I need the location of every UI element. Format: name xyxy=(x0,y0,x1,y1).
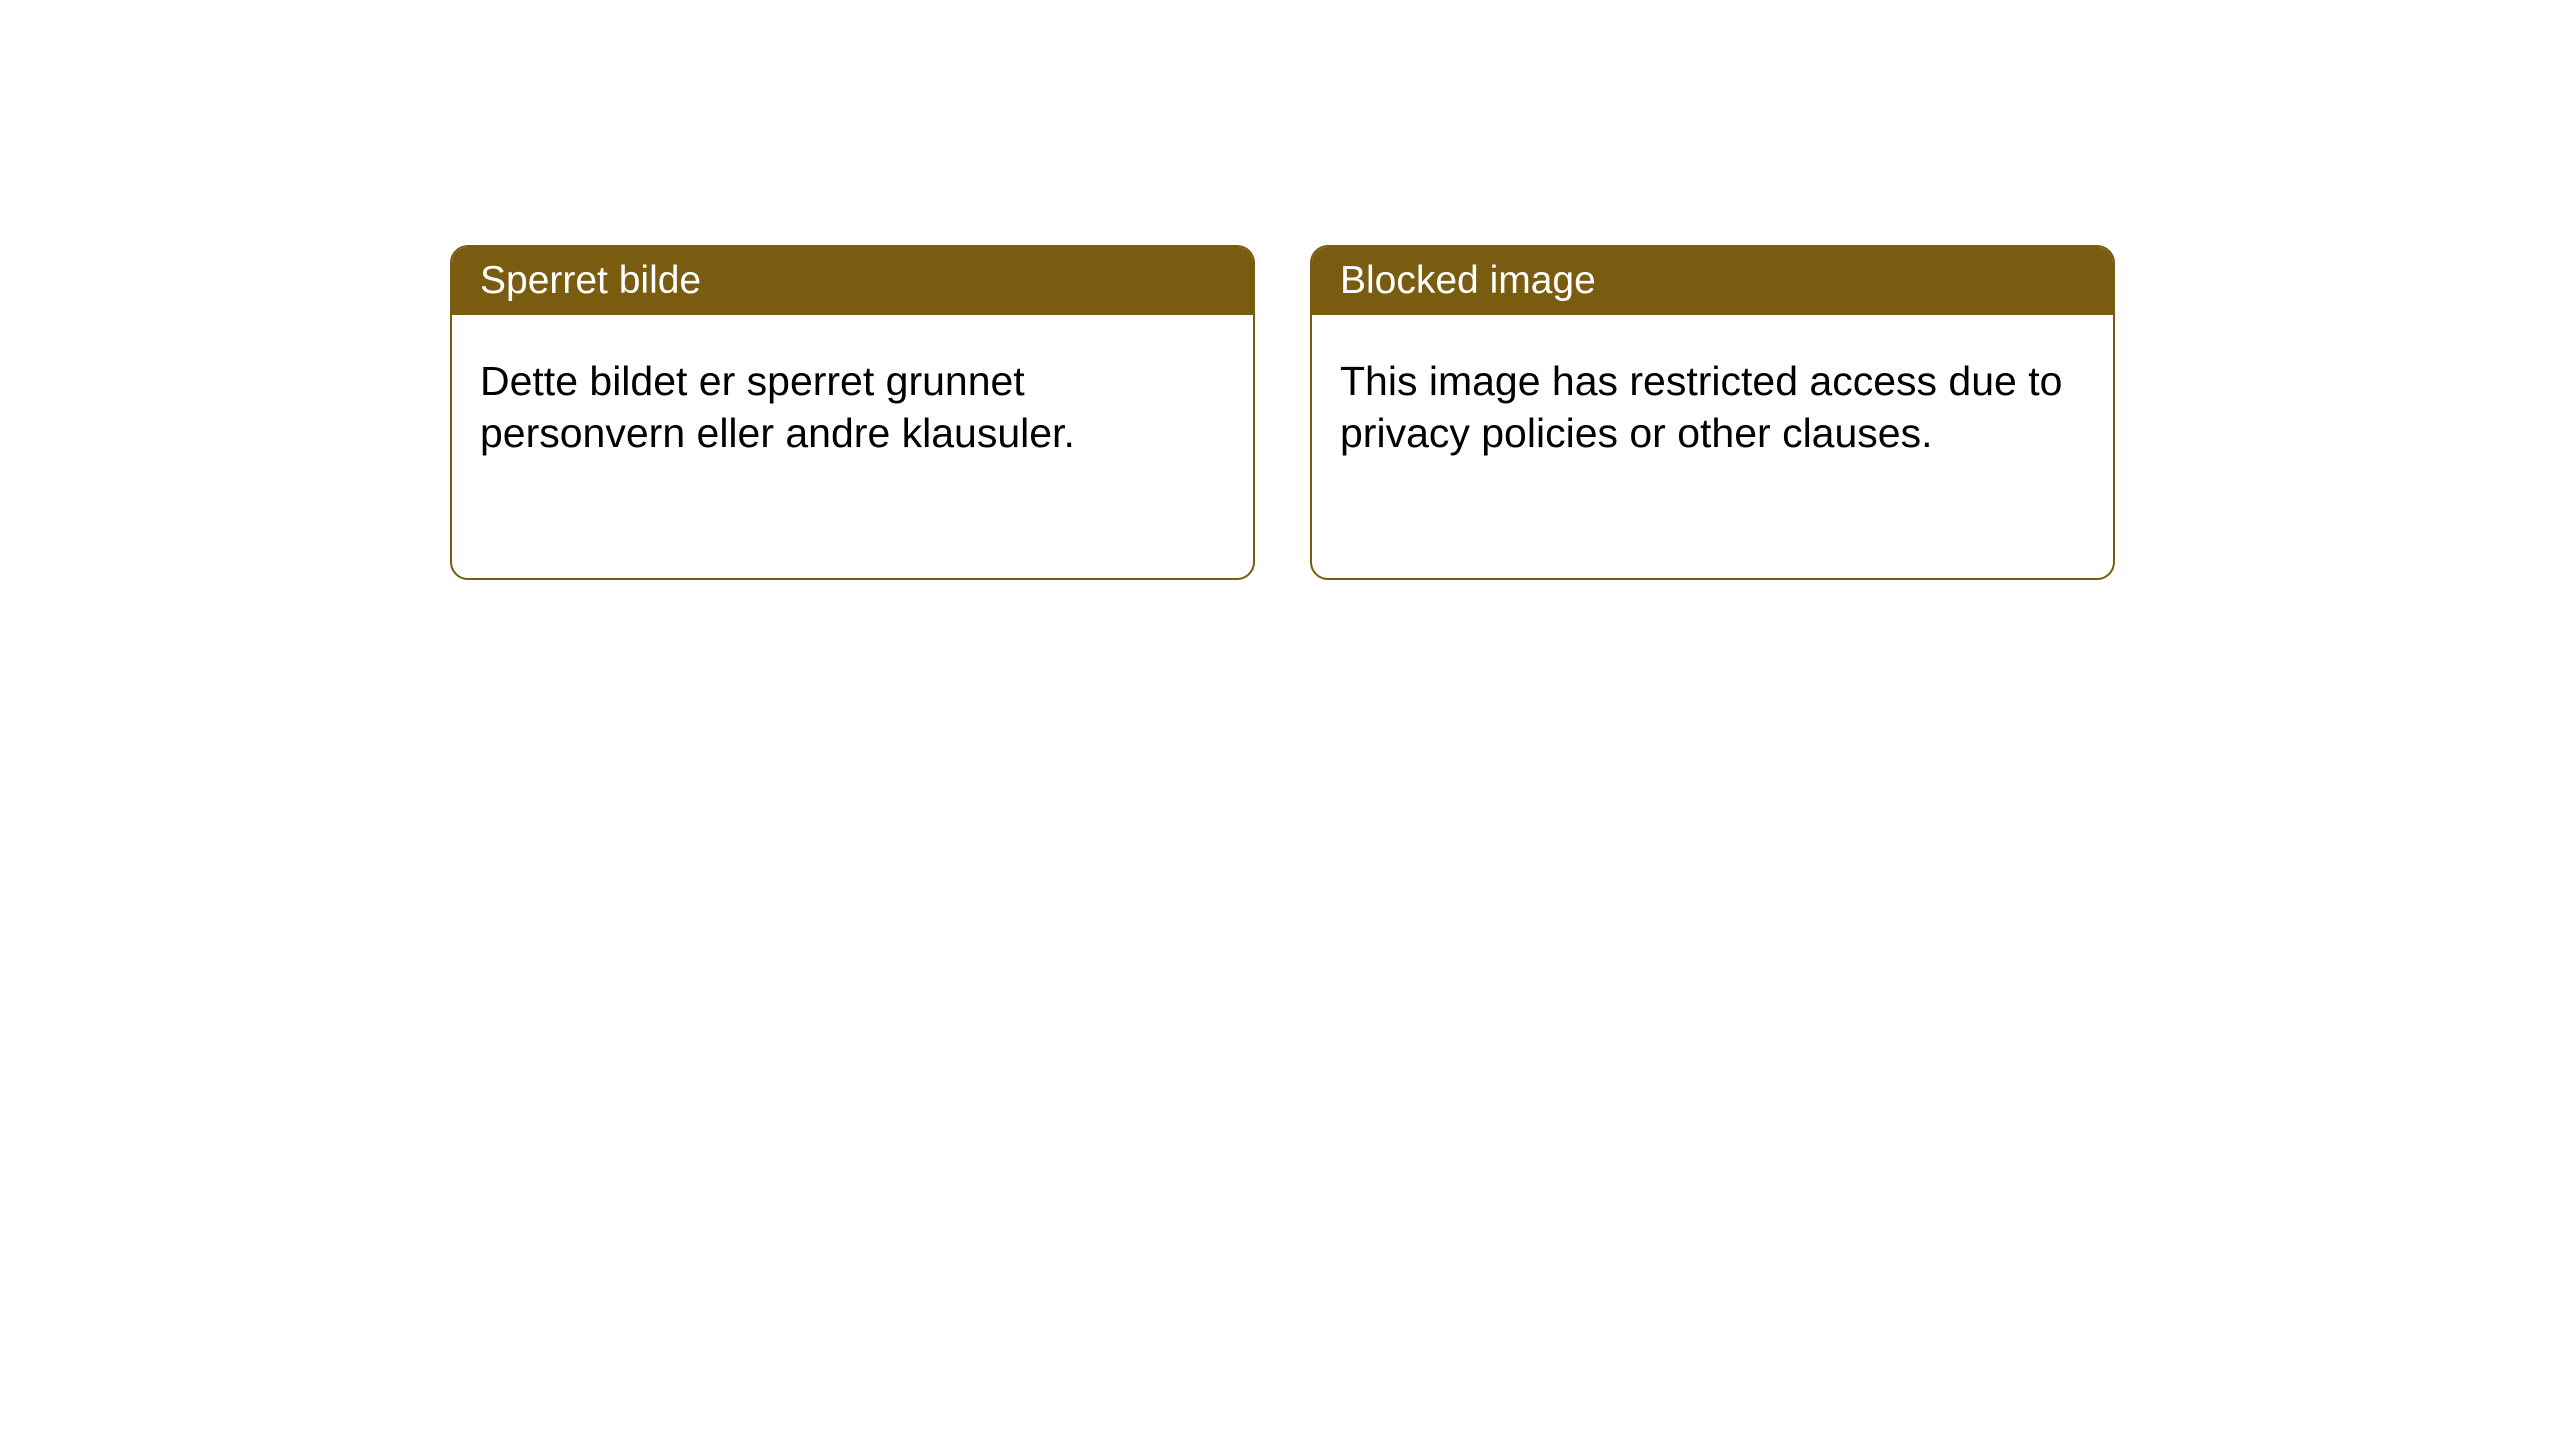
notice-card-title: Sperret bilde xyxy=(480,259,701,302)
notice-card-text: Dette bildet er sperret grunnet personve… xyxy=(480,358,1075,456)
notice-card-no: Sperret bilde Dette bildet er sperret gr… xyxy=(450,245,1255,580)
notice-card-body: Dette bildet er sperret grunnet personve… xyxy=(452,315,1253,500)
notice-card-body: This image has restricted access due to … xyxy=(1312,315,2113,500)
notice-card-en: Blocked image This image has restricted … xyxy=(1310,245,2115,580)
notice-cards-container: Sperret bilde Dette bildet er sperret gr… xyxy=(450,245,2115,580)
notice-card-title: Blocked image xyxy=(1340,259,1596,302)
notice-card-header: Sperret bilde xyxy=(452,247,1253,315)
notice-card-text: This image has restricted access due to … xyxy=(1340,358,2062,456)
notice-card-header: Blocked image xyxy=(1312,247,2113,315)
